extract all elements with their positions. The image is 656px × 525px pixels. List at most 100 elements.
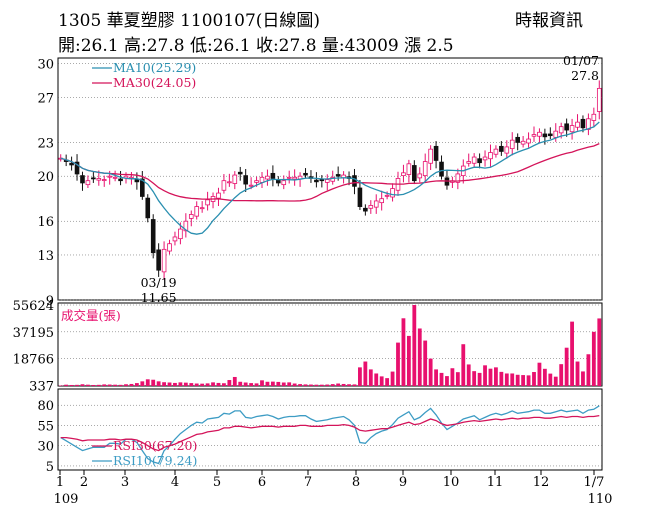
volume-bar xyxy=(499,371,504,386)
volume-bar xyxy=(591,331,596,386)
volume-bar xyxy=(483,365,487,386)
volume-bar xyxy=(379,376,384,386)
candle-body xyxy=(455,173,461,183)
volume-bar xyxy=(417,328,422,386)
rsi-tick-label: 80 xyxy=(37,399,54,414)
candle-body xyxy=(471,156,477,164)
volume-tick-label: 337 xyxy=(29,380,54,395)
candle-body xyxy=(286,176,292,179)
volume-bar xyxy=(205,383,210,386)
candle-body xyxy=(303,172,308,176)
volume-bar xyxy=(537,362,542,386)
x-tick-label: 5 xyxy=(213,475,221,490)
candle-body xyxy=(118,178,123,182)
candle-body xyxy=(265,175,270,180)
candle-body xyxy=(537,131,542,137)
volume-bar xyxy=(140,381,145,386)
low-price-label: 11.65 xyxy=(141,290,177,305)
candle-body xyxy=(488,152,493,160)
rsi-panel: 5 30 55 80 RSI30(67.20)RSI10(79.24) xyxy=(37,388,603,475)
volume-bar xyxy=(276,381,281,386)
candle-body xyxy=(515,136,520,143)
candle-body xyxy=(140,178,145,197)
x-tick-label: 11 xyxy=(487,475,504,490)
candle-body xyxy=(183,220,189,232)
candle-body xyxy=(324,179,330,183)
volume-bar xyxy=(472,371,477,386)
volume-bar xyxy=(292,383,297,386)
x-tick-year: 109 xyxy=(54,492,79,507)
candle-body xyxy=(281,180,287,186)
candle-body xyxy=(553,130,559,138)
volume-bar xyxy=(510,373,515,386)
volume-bar xyxy=(298,384,302,386)
x-tick-label: 1/7 xyxy=(584,475,605,490)
volume-bar xyxy=(521,375,526,386)
volume-bar xyxy=(80,384,85,386)
candle-body xyxy=(575,121,580,128)
volume-bar xyxy=(319,384,324,386)
x-tick-label: 4 xyxy=(171,475,179,490)
candle-body xyxy=(373,200,379,208)
price-tick-label: 30 xyxy=(37,58,54,73)
candle-body xyxy=(499,145,504,152)
volume-bar xyxy=(325,384,330,386)
x-tick-year: 110 xyxy=(588,492,613,507)
x-tick-label: 10 xyxy=(443,475,460,490)
candle-body xyxy=(107,175,112,178)
candle-body xyxy=(363,207,368,212)
candle-body xyxy=(330,176,336,182)
candle-body xyxy=(248,184,254,187)
volume-bar xyxy=(586,354,591,386)
chart-title: 1305 華夏塑膠 1100107(日線圖) xyxy=(58,11,321,31)
volume-bar xyxy=(178,382,183,386)
volume-bar xyxy=(270,381,275,386)
price-tick-label: 20 xyxy=(37,170,54,185)
volume-bar xyxy=(238,381,243,386)
price-panel: 9 13 16 20 23 27 30 MA10(25.29)MA30(24.05) 03/19… xyxy=(37,53,603,309)
volume-bar xyxy=(281,382,286,386)
candle-body xyxy=(379,198,384,204)
ma-legend-label: MA10(25.29) xyxy=(113,60,196,75)
volume-bar xyxy=(597,318,602,386)
rsi-frame xyxy=(57,388,603,471)
volume-bar xyxy=(314,384,319,386)
volume-bar xyxy=(265,381,270,386)
candle-body xyxy=(221,180,227,191)
candle-body xyxy=(243,175,248,185)
candle-body xyxy=(96,178,102,181)
volume-bar xyxy=(553,376,558,386)
volume-bar xyxy=(309,384,313,386)
volume-bar xyxy=(86,384,90,386)
x-tick-label: 8 xyxy=(352,475,360,490)
volume-bar xyxy=(124,384,128,386)
volume-bar xyxy=(450,368,455,386)
volume-bar xyxy=(145,379,150,386)
candle-body xyxy=(509,139,515,150)
volume-bar xyxy=(162,382,166,386)
volume-bar xyxy=(287,382,292,386)
volume-bar xyxy=(336,383,341,386)
price-tick-label: 9 xyxy=(46,294,54,309)
volume-bar xyxy=(118,384,123,386)
candle-body xyxy=(74,161,80,175)
candle-body xyxy=(352,175,357,187)
volume-bar xyxy=(173,382,177,386)
candle-body xyxy=(591,113,597,121)
volume-bar xyxy=(445,376,449,386)
candle-body xyxy=(412,165,417,182)
volume-bar xyxy=(249,383,254,386)
candle-body xyxy=(580,118,586,129)
price-tick-label: 27 xyxy=(37,91,54,106)
volume-bar xyxy=(428,358,433,386)
volume-bar xyxy=(363,361,368,386)
volume-bar xyxy=(151,379,156,386)
volume-title: 成交量(張) xyxy=(61,308,121,323)
candle-body xyxy=(232,174,238,184)
volume-bar xyxy=(515,374,520,386)
price-tick-label: 23 xyxy=(37,136,54,151)
rsi10-line xyxy=(60,405,600,465)
ma30-line xyxy=(60,143,600,202)
x-tick-label: 3 xyxy=(121,475,129,490)
candle-body xyxy=(199,207,205,210)
